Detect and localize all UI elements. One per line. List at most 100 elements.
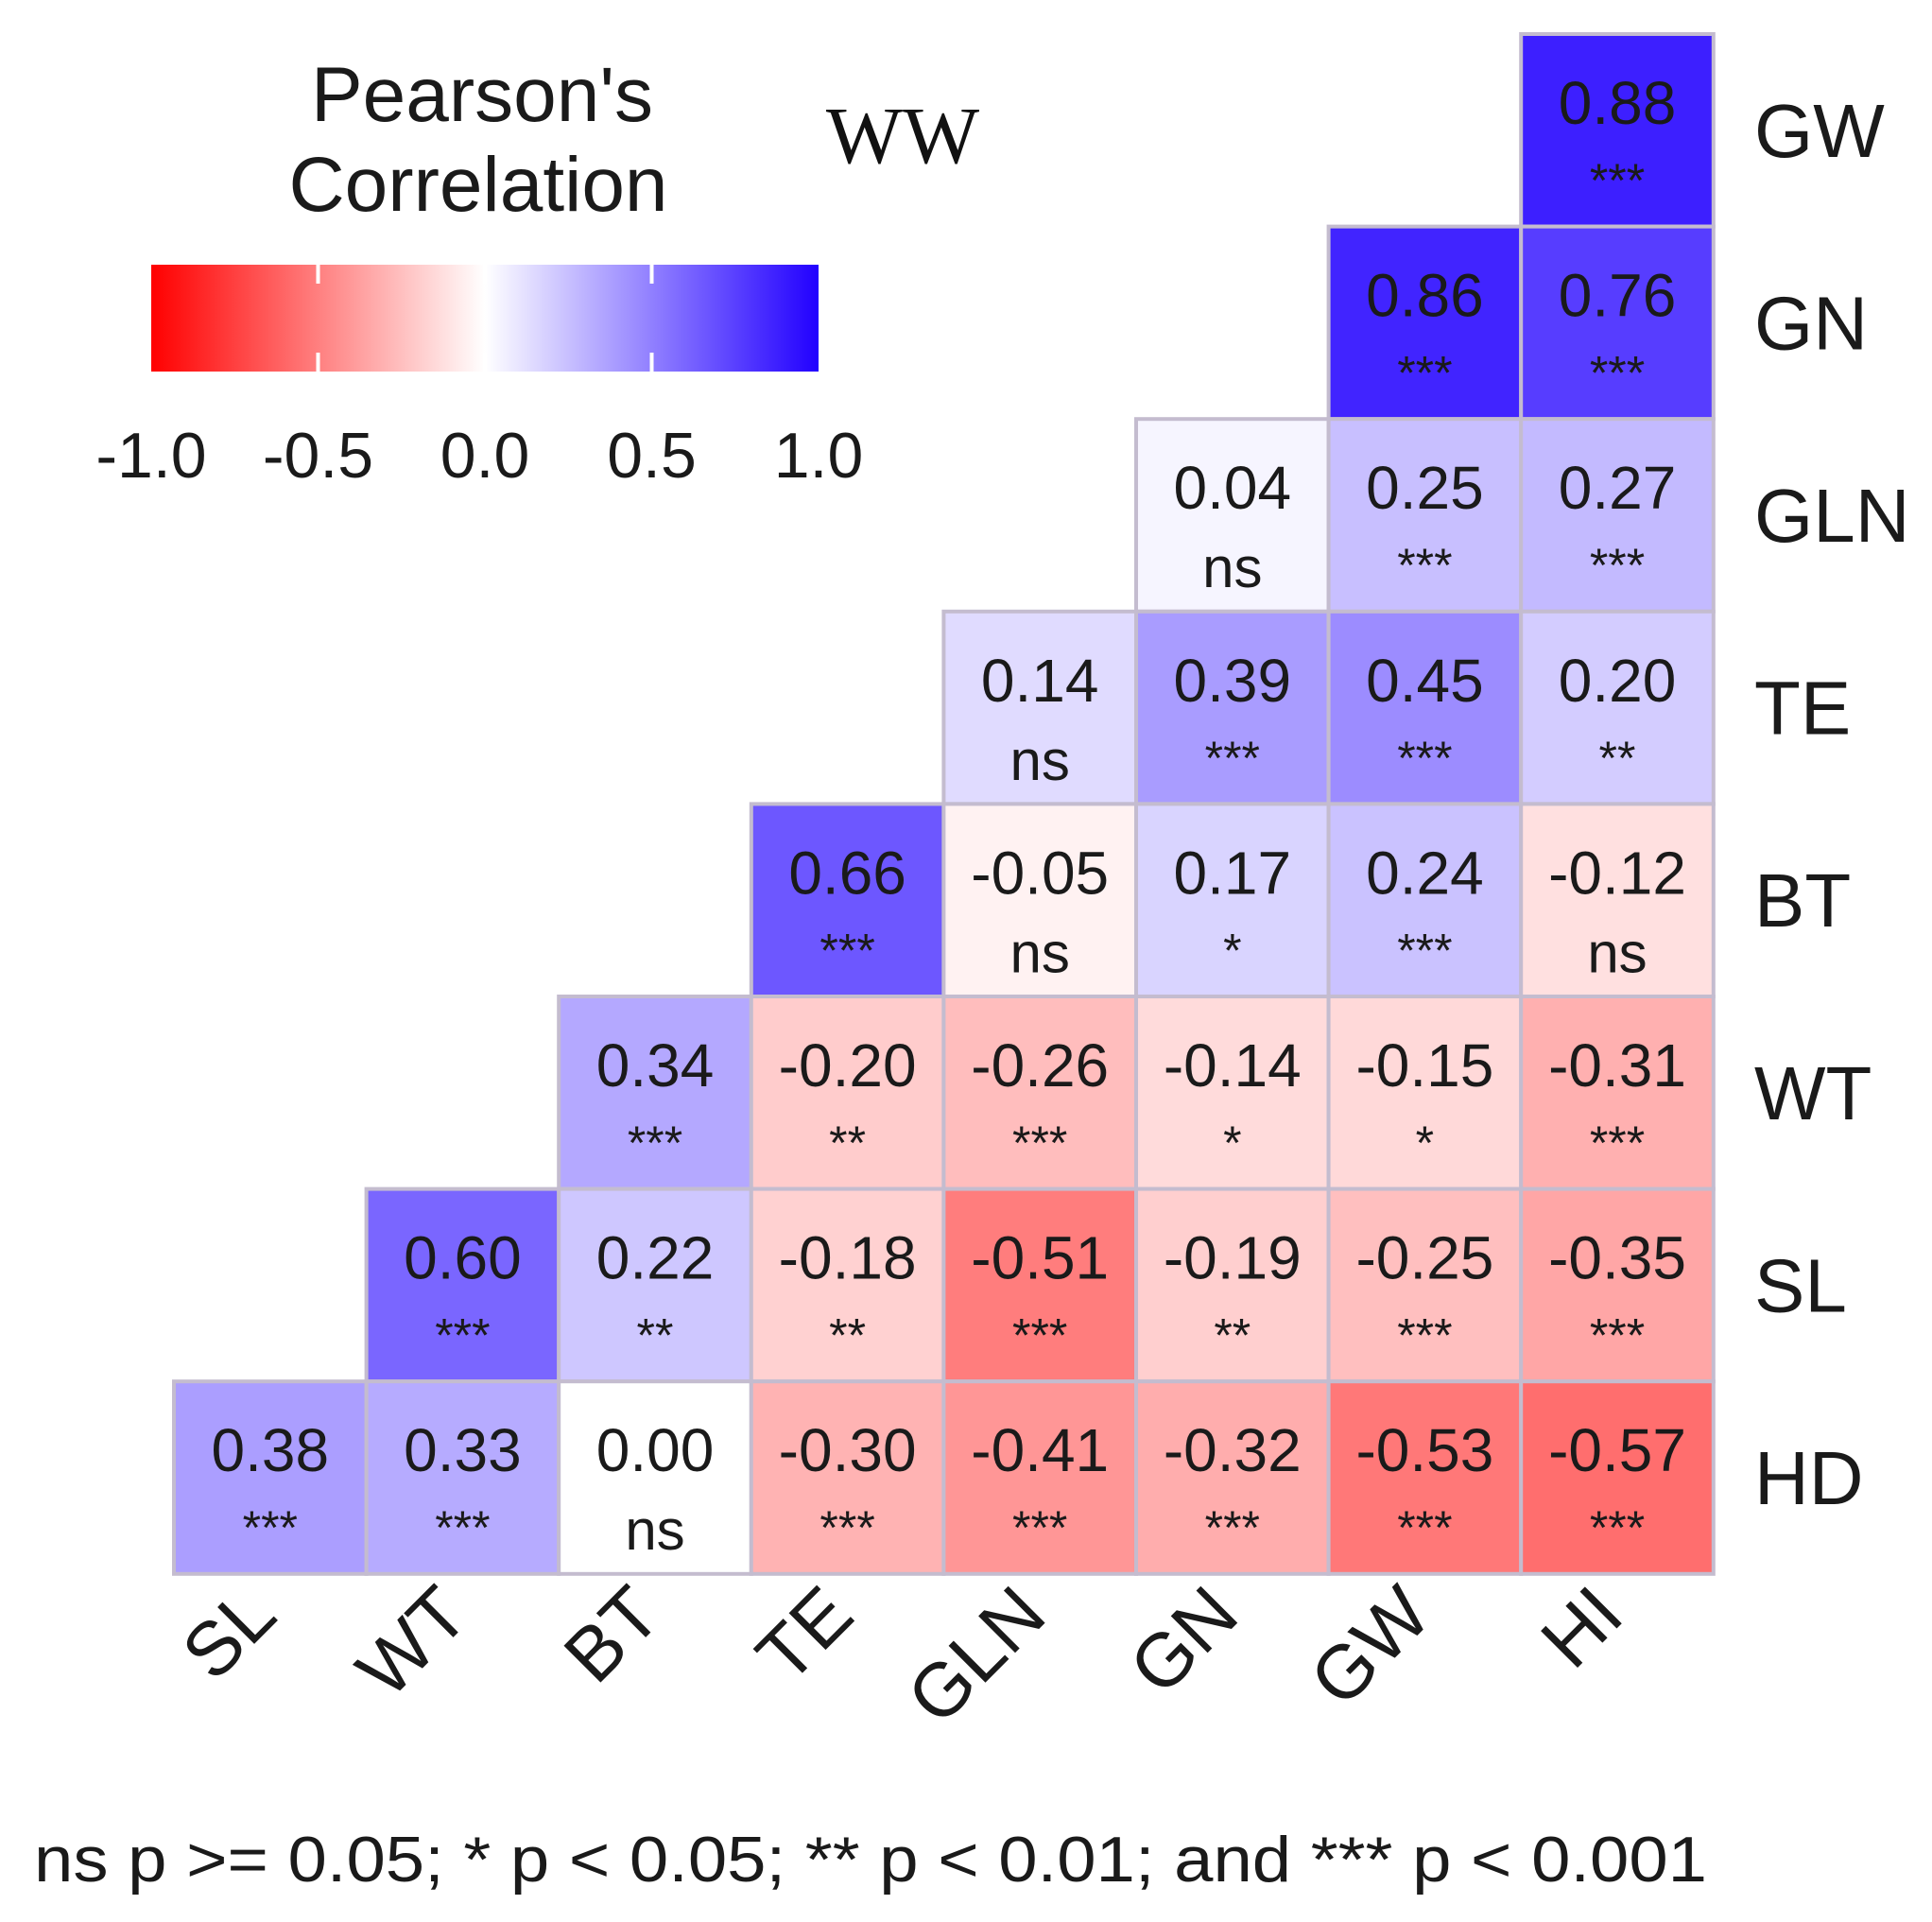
cell-value-label: 0.00: [596, 1416, 715, 1484]
heatmap-cell: 0.24 ***: [1326, 802, 1524, 999]
cell-significance-label: **: [829, 1117, 866, 1169]
cell-value-label: -0.57: [1548, 1416, 1686, 1484]
heatmap-cell: 0.17 *: [1134, 802, 1331, 999]
cell-fill: [557, 995, 753, 1191]
cell-fill: [1134, 417, 1331, 614]
cell-significance-label: ns: [1587, 921, 1647, 984]
cell-fill: [1326, 802, 1524, 999]
cell-fill: [364, 1379, 561, 1576]
y-axis-label: GW: [1754, 89, 1885, 173]
cell-fill: [749, 1186, 946, 1384]
heatmap-cell: -0.41 ***: [941, 1379, 1139, 1576]
heatmap-cell: 0.00 ns: [557, 1379, 753, 1576]
legend: Pearson's Correlation -1.0 -0.5 0.0 0.5 1.0: [95, 52, 863, 492]
cell-fill: [1134, 995, 1331, 1191]
heatmap-cell: 0.38 ***: [172, 1379, 369, 1576]
cell-fill: [1326, 1186, 1524, 1384]
legend-tick-label: -1.0: [95, 420, 206, 492]
heatmap-cell: -0.14 *: [1134, 995, 1331, 1191]
cell-value-label: -0.51: [971, 1224, 1109, 1292]
cell-significance-label: ***: [819, 924, 874, 977]
cell-value-label: -0.53: [1355, 1416, 1493, 1484]
heatmap-cell: -0.18 **: [749, 1186, 946, 1384]
x-axis-label: TE: [740, 1570, 868, 1698]
cell-value-label: 0.33: [404, 1416, 522, 1484]
y-axis-label: HD: [1754, 1436, 1864, 1520]
cell-fill: [1519, 32, 1716, 229]
heatmap-cell: 0.20 **: [1519, 609, 1716, 806]
heatmap-cell: 0.88 ***: [1519, 32, 1716, 229]
cell-value-label: -0.20: [779, 1031, 917, 1100]
cell-significance-label: ns: [1010, 921, 1070, 984]
cell-fill: [364, 1186, 561, 1384]
cell-value-label: 0.22: [596, 1224, 715, 1292]
cell-fill: [749, 995, 946, 1191]
cell-fill: [749, 1379, 946, 1576]
heatmap-cell: 0.86 ***: [1326, 224, 1524, 422]
heatmap-cell: 0.45 ***: [1326, 609, 1524, 806]
cell-significance-label: *: [1223, 1117, 1241, 1169]
cell-significance-label: **: [637, 1309, 674, 1362]
heatmap-cell: -0.31 ***: [1519, 995, 1716, 1191]
heatmap-cell: 0.60 ***: [364, 1186, 561, 1384]
cell-value-label: 0.66: [788, 839, 906, 907]
heatmap-cell: 0.66 ***: [749, 802, 946, 999]
cell-significance-label: ***: [628, 1117, 682, 1169]
cell-value-label: 0.27: [1559, 454, 1677, 522]
heatmap-cell: -0.32 ***: [1134, 1379, 1331, 1576]
cell-value-label: -0.31: [1548, 1031, 1686, 1100]
cell-fill: [1519, 417, 1716, 614]
heatmap-cell: -0.30 ***: [749, 1379, 946, 1576]
cell-value-label: 0.88: [1559, 69, 1677, 137]
heatmap-cell: 0.27 ***: [1519, 417, 1716, 614]
heatmap-cell: -0.25 ***: [1326, 1186, 1524, 1384]
cell-value-label: 0.86: [1366, 262, 1484, 330]
cell-significance-label: ***: [435, 1501, 490, 1554]
cell-value-label: -0.26: [971, 1031, 1109, 1100]
cell-value-label: -0.30: [779, 1416, 917, 1484]
cell-fill: [1519, 1379, 1716, 1576]
y-axis-label: GN: [1754, 281, 1868, 365]
cell-value-label: -0.35: [1548, 1224, 1686, 1292]
cell-value-label: 0.14: [981, 647, 1099, 715]
heatmap-cell: 0.04 ns: [1134, 417, 1331, 614]
chart-title: WW: [826, 90, 979, 181]
heatmap-cell: -0.15 *: [1326, 995, 1524, 1191]
heatmap-cell: -0.53 ***: [1326, 1379, 1524, 1576]
cell-value-label: -0.15: [1355, 1031, 1493, 1100]
heatmap-cell: 0.14 ns: [941, 609, 1139, 806]
cell-value-label: 0.34: [596, 1031, 715, 1100]
cell-value-label: 0.25: [1366, 454, 1484, 522]
cell-fill: [1519, 802, 1716, 999]
heatmap-cell: 0.76 ***: [1519, 224, 1716, 422]
cell-value-label: 0.39: [1174, 647, 1292, 715]
heatmap-cell: 0.33 ***: [364, 1379, 561, 1576]
cell-value-label: -0.14: [1164, 1031, 1302, 1100]
legend-tick-label: 0.0: [440, 420, 530, 492]
cell-value-label: 0.20: [1559, 647, 1677, 715]
x-axis-label: GN: [1113, 1570, 1253, 1710]
cell-value-label: -0.19: [1164, 1224, 1302, 1292]
cell-significance-label: ***: [1590, 154, 1645, 207]
heatmap-cell: 0.22 **: [557, 1186, 753, 1384]
cell-value-label: 0.76: [1559, 262, 1677, 330]
cell-significance-label: ***: [243, 1501, 298, 1554]
heatmap-cell: 0.34 ***: [557, 995, 753, 1191]
legend-tick-label: 0.5: [607, 420, 697, 492]
cell-significance-label: ns: [1202, 536, 1262, 599]
y-axis-label: BT: [1754, 858, 1851, 943]
x-axis-label: GLN: [891, 1570, 1061, 1740]
cell-significance-label: **: [829, 1309, 866, 1362]
cell-fill: [1326, 995, 1524, 1191]
cell-fill: [1134, 1379, 1331, 1576]
cell-fill: [1519, 995, 1716, 1191]
cell-significance-label: ***: [1590, 347, 1645, 400]
heatmap-cell: -0.20 **: [749, 995, 946, 1191]
legend-title-line2: Correlation: [288, 142, 667, 228]
cell-significance-label: ***: [1012, 1309, 1067, 1362]
cell-value-label: -0.41: [971, 1416, 1109, 1484]
heatmap-cells: 0.88***0.86***0.76***0.04ns0.25***0.27**…: [172, 32, 1716, 1576]
cell-fill: [1134, 1186, 1331, 1384]
cell-significance-label: ***: [435, 1309, 490, 1362]
